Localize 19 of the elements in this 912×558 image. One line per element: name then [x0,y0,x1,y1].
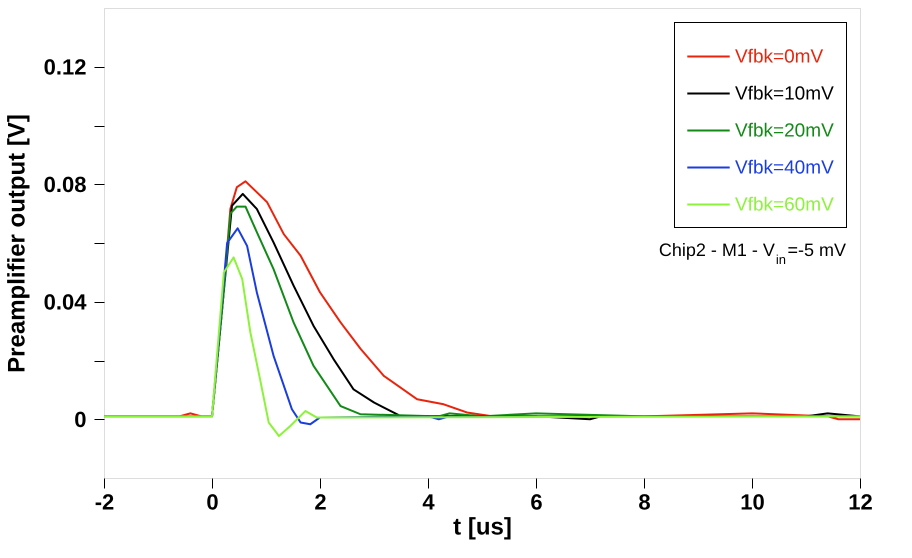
x-tick-label: 8 [638,490,651,514]
legend-label: Vfbk=40mV [735,158,834,178]
x-tick-label: 2 [314,490,327,514]
legend-label: Vfbk=60mV [735,194,834,216]
legend-label: Vfbk=20mV [735,120,834,142]
x-tick-label: 4 [422,490,436,514]
x-tick-label: 12 [848,490,873,514]
x-tick-label: 10 [740,490,765,514]
y-axis-title: Preamplifier output [V] [4,114,31,373]
y-tick-label: 0 [74,406,86,432]
x-tick-label: 0 [206,490,219,514]
y-tick-label: 0.12 [44,54,86,80]
x-tick-label: 6 [530,490,543,514]
x-tick-label: -2 [94,490,114,514]
x-axis-title: t [us] [453,514,512,540]
legend-label: Vfbk=10mV [735,84,834,104]
y-tick-label: 0.08 [44,172,86,197]
legend-label: Vfbk=0mV [735,46,824,68]
y-tick-label: 0.04 [44,289,88,314]
